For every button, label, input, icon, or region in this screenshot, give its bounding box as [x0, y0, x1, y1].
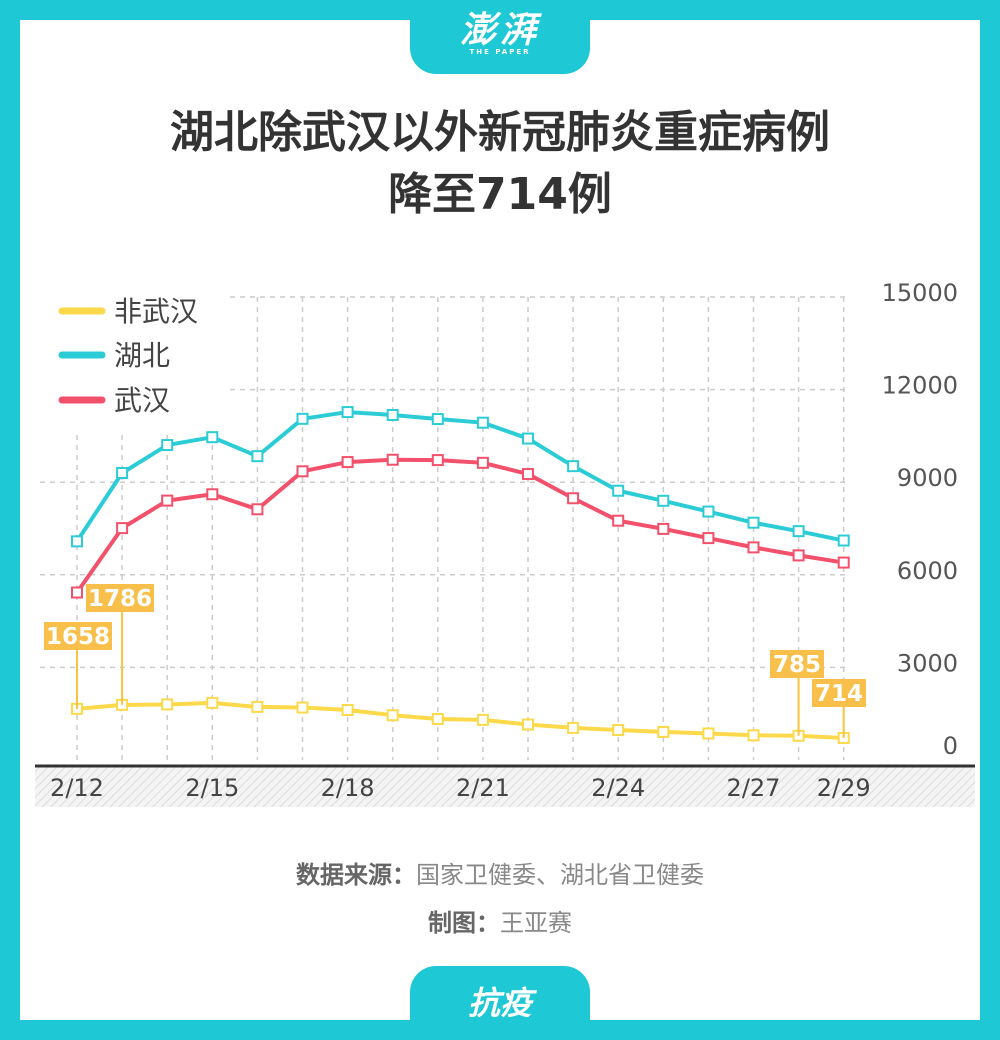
data-point	[567, 492, 580, 505]
y-tick-label: 3000	[897, 649, 958, 677]
series-line-非武汉	[76, 700, 844, 740]
author-label: 制图：	[428, 909, 500, 937]
data-point	[837, 534, 850, 547]
data-point	[792, 525, 805, 538]
data-point	[296, 465, 309, 478]
data-point	[567, 721, 580, 734]
data-point	[612, 484, 625, 497]
data-point	[702, 532, 715, 545]
annotation-box	[86, 584, 154, 612]
data-point	[792, 549, 805, 562]
x-tick-label: 2/15	[185, 774, 239, 802]
legend-label: 武汉	[114, 384, 170, 417]
chart-author: 制图：王亚赛	[0, 903, 1000, 938]
data-point	[386, 453, 399, 466]
line-chart: 0 3000 6000 9000 12000 15000 2/12 2/15 2/18 2/21 2…	[35, 279, 975, 807]
data-point	[702, 727, 715, 740]
x-tick-label: 2/27	[727, 774, 781, 802]
data-point	[657, 725, 670, 738]
x-tick-label: 2/24	[591, 774, 645, 802]
annotation-box	[44, 622, 112, 650]
x-tick-label: 2/29	[817, 774, 871, 802]
data-point	[341, 703, 354, 716]
x-tick-label: 2/12	[50, 774, 104, 802]
title-line-1: 湖北除武汉以外新冠肺炎重症病例	[170, 107, 830, 158]
topic-tag: 抗疫	[410, 966, 590, 1040]
annotation-box	[770, 650, 824, 678]
data-point	[522, 718, 534, 731]
page-title: 湖北除武汉以外新冠肺炎重症病例 降至714例	[0, 102, 1000, 226]
data-point	[251, 700, 264, 713]
data-point	[657, 494, 670, 507]
data-point	[386, 408, 399, 421]
title-line-2: 降至714例	[388, 169, 612, 220]
data-point	[296, 412, 309, 425]
data-point	[567, 460, 580, 473]
data-point	[431, 413, 444, 426]
data-point	[161, 698, 174, 711]
data-point	[747, 541, 760, 554]
y-tick-label: 15000	[882, 279, 958, 307]
x-axis-band	[35, 767, 975, 807]
y-tick-label: 9000	[897, 464, 958, 492]
data-point	[161, 439, 174, 452]
data-source: 数据来源：国家卫健委、湖北省卫健委	[0, 855, 1000, 890]
data-point	[747, 516, 760, 529]
card	[20, 20, 980, 1020]
y-tick-label: 0	[943, 732, 958, 760]
series-line-武汉	[75, 457, 845, 594]
series-line-湖北	[75, 410, 845, 543]
data-point	[206, 488, 219, 501]
data-point	[431, 454, 444, 467]
y-tick-label: 12000	[882, 372, 958, 400]
logo-tab: 澎湃 THE PAPER	[410, 0, 590, 74]
annotation-box	[812, 679, 866, 707]
data-point	[206, 431, 219, 444]
data-point	[161, 494, 174, 507]
annotation-label: 785	[773, 652, 821, 678]
data-point	[116, 522, 129, 535]
data-point	[71, 586, 83, 599]
data-point	[522, 432, 534, 445]
legend-label: 湖北	[114, 339, 170, 372]
data-point	[476, 456, 489, 469]
data-point	[71, 535, 83, 548]
data-point	[431, 712, 444, 725]
legend-label: 非武汉	[114, 295, 198, 328]
data-point	[657, 522, 670, 535]
data-point	[476, 713, 489, 726]
data-point	[476, 416, 489, 429]
data-point	[702, 505, 715, 518]
x-tick-label: 2/21	[456, 774, 510, 802]
data-point	[116, 467, 129, 480]
data-point	[341, 456, 354, 469]
data-point	[612, 514, 625, 527]
annotation-label: 714	[815, 681, 863, 707]
x-tick-label: 2/18	[321, 774, 375, 802]
annotation-label: 1786	[88, 586, 152, 612]
source-value: 国家卫健委、湖北省卫健委	[416, 861, 704, 889]
annotation-label: 1658	[46, 624, 110, 650]
y-tick-label: 6000	[897, 557, 958, 585]
data-point	[747, 729, 760, 742]
author-value: 王亚赛	[500, 909, 572, 937]
logo-subtitle: THE PAPER	[469, 48, 531, 56]
data-point	[206, 696, 219, 709]
data-point	[296, 701, 309, 714]
source-label: 数据来源：	[296, 861, 416, 889]
logo: 澎湃	[459, 9, 540, 51]
data-point	[386, 709, 399, 722]
data-point	[837, 556, 850, 569]
data-point	[251, 450, 264, 463]
data-point	[341, 406, 354, 419]
data-point	[251, 503, 264, 516]
data-point	[522, 468, 534, 481]
data-point	[612, 724, 625, 737]
